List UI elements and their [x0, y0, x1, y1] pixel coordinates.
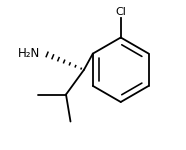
Text: Cl: Cl	[115, 7, 126, 17]
Text: H₂N: H₂N	[18, 47, 41, 60]
